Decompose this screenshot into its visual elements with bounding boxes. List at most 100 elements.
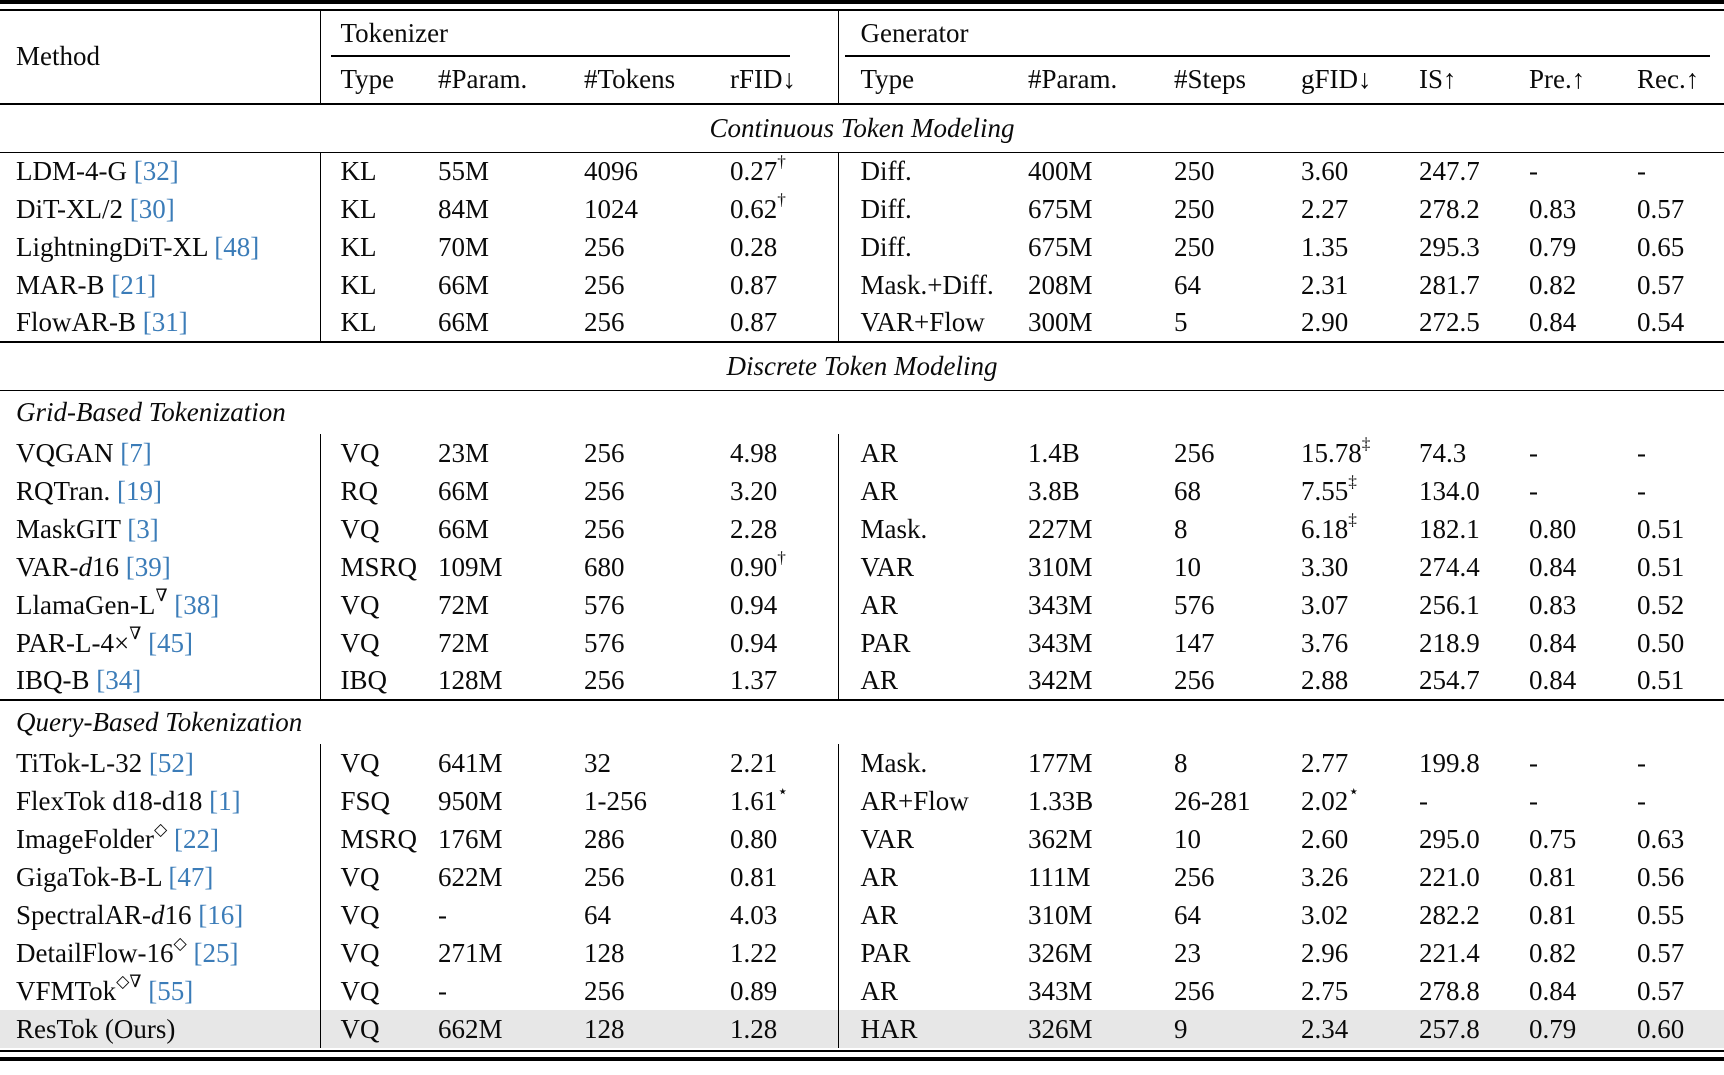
citation-link[interactable]: [25] xyxy=(193,937,239,968)
cell-tok-type: VQ xyxy=(319,934,438,972)
citation-link[interactable]: [47] xyxy=(168,861,214,892)
citation-link[interactable]: [45] xyxy=(148,627,194,658)
cell-tok-tokens: 256 xyxy=(584,307,625,337)
citation-link[interactable]: [1] xyxy=(209,785,241,816)
section-heading-row: Continuous Token Modeling xyxy=(0,102,1724,153)
cell-gfid: 15.78‡ xyxy=(1301,433,1371,468)
method-cell: SpectralAR-d16 [16] xyxy=(16,899,244,930)
cell-gen-type: AR xyxy=(837,896,1028,934)
subsection-heading: Query-Based Tokenization xyxy=(0,699,1724,744)
top-rule-thick xyxy=(0,0,1724,4)
cell-gen-steps: 68 xyxy=(1174,475,1201,506)
cell-gen-type: VAR xyxy=(837,548,1028,586)
cell-gen-params: 300M xyxy=(1028,307,1093,337)
citation-link[interactable]: [16] xyxy=(198,899,244,930)
cell-gen-steps: 26-281 xyxy=(1174,785,1251,816)
cell-tok-type: MSRQ xyxy=(319,548,438,586)
citation-link[interactable]: [22] xyxy=(173,823,219,854)
table-row: VQGAN [7] VQ 23M 256 4.98 AR 1.4B 256 15.78‡ 74.3… xyxy=(0,434,1724,472)
method-cell: ImageFolder◇ [22] xyxy=(16,819,219,854)
cell-gen-type: Diff. xyxy=(837,152,1028,190)
cell-gen-steps: 250 xyxy=(1174,231,1215,262)
citation-link[interactable]: [52] xyxy=(148,747,194,778)
table-row: LlamaGen-L∇ [38] VQ 72M 576 0.94 AR 343M 576 3.0… xyxy=(0,586,1724,624)
citation-link[interactable]: [48] xyxy=(214,231,260,262)
citation-link[interactable]: [7] xyxy=(120,437,152,468)
citation-link[interactable]: [34] xyxy=(96,665,142,695)
cell-tok-params: 66M xyxy=(438,513,490,544)
cell-tok-params: 128M xyxy=(438,665,503,695)
citation-link[interactable]: [30] xyxy=(129,193,175,224)
citation-link[interactable]: [31] xyxy=(142,307,188,337)
cell-gen-params: 1.33B xyxy=(1028,785,1094,816)
cell-gfid: 2.02⋆ xyxy=(1301,781,1360,816)
cell-is: 295.0 xyxy=(1419,823,1480,854)
cell-tok-tokens: 286 xyxy=(584,823,625,854)
column-header-rfid: rFID↓ xyxy=(730,64,796,94)
cell-is: 282.2 xyxy=(1419,899,1480,930)
cell-is: 221.4 xyxy=(1419,937,1480,968)
cell-rfid: 2.28 xyxy=(730,513,778,544)
cell-tok-type: VQ xyxy=(319,896,438,934)
citation-link[interactable]: [38] xyxy=(174,589,220,620)
cell-tok-tokens: 128 xyxy=(584,937,625,968)
cell-precision: 0.80 xyxy=(1529,513,1577,544)
cell-tok-type: RQ xyxy=(319,472,438,510)
cell-gen-steps: 64 xyxy=(1174,269,1201,300)
subsection-heading-row: Grid-Based Tokenization xyxy=(0,391,1724,435)
citation-link[interactable]: [3] xyxy=(127,513,159,544)
cell-recall: 0.51 xyxy=(1637,513,1685,544)
section-heading-row: Discrete Token Modeling xyxy=(0,341,1724,391)
citation-link[interactable]: [21] xyxy=(111,269,157,300)
cell-gen-type: VAR xyxy=(837,820,1028,858)
table-row: RQTran. [19] RQ 66M 256 3.20 AR 3.8B 68 7.55‡ 134… xyxy=(0,472,1724,510)
column-header-row: Type #Param. #Tokens rFID↓ Type #Param. #Steps… xyxy=(0,56,1724,104)
cell-gen-steps: 10 xyxy=(1174,551,1201,582)
cell-tok-tokens: 1024 xyxy=(584,193,638,224)
column-header-tok-tokens: #Tokens xyxy=(584,64,676,94)
method-cell: FlexTok d18-d18 [1] xyxy=(16,785,241,816)
cell-gfid: 6.18‡ xyxy=(1301,509,1357,544)
citation-link[interactable]: [19] xyxy=(117,475,163,506)
cell-rfid: 3.20 xyxy=(730,475,778,506)
citation-link[interactable]: [39] xyxy=(125,551,171,582)
citation-link[interactable]: [55] xyxy=(148,975,194,1006)
cell-gen-steps: 256 xyxy=(1174,861,1215,892)
cell-gen-params: 227M xyxy=(1028,513,1093,544)
cell-tok-params: - xyxy=(438,975,447,1006)
table-row-ours: ResTok (Ours) VQ 662M 128 1.28 HAR 326M 9 2.34 25… xyxy=(0,1010,1724,1048)
subsection-heading: Grid-Based Tokenization xyxy=(16,397,286,427)
cell-recall: - xyxy=(1637,437,1646,468)
table-row: VAR-d16 [39] MSRQ 109M 680 0.90† VAR 310M 10 3.3… xyxy=(0,548,1724,586)
method-cell: VQGAN [7] xyxy=(16,437,152,468)
cell-tok-params: 641M xyxy=(438,747,503,778)
table-header: Method Tokenizer Generator Type #Param. #T… xyxy=(0,10,1724,104)
method-cell: VAR-d16 [39] xyxy=(16,551,171,582)
citation-link[interactable]: [32] xyxy=(133,155,179,186)
column-header-gen-params: #Param. xyxy=(1028,64,1118,94)
cell-gfid: 3.02 xyxy=(1301,899,1349,930)
cell-rfid: 2.21 xyxy=(730,747,778,778)
cell-gen-steps: 8 xyxy=(1174,747,1188,778)
cell-tok-params: 622M xyxy=(438,861,503,892)
cell-tok-tokens: 256 xyxy=(584,975,625,1006)
cell-tok-params: 662M xyxy=(438,1010,584,1048)
cell-gfid: 2.96 xyxy=(1301,937,1349,968)
cell-gen-steps: 5 xyxy=(1174,307,1188,337)
cell-gen-steps: 250 xyxy=(1174,193,1215,224)
cell-precision: 0.84 xyxy=(1529,551,1577,582)
method-cell: RQTran. [19] xyxy=(16,475,163,506)
cell-tok-params: 271M xyxy=(438,937,503,968)
cell-recall: 0.57 xyxy=(1637,937,1685,968)
cell-gfid: 2.77 xyxy=(1301,747,1349,778)
cell-is: 182.1 xyxy=(1419,513,1480,544)
cell-gen-type: PAR xyxy=(837,624,1028,662)
table-row: LDM-4-G [32] KL 55M 4096 0.27† Diff. 400M 250 3.… xyxy=(0,152,1724,190)
table-row: MaskGIT [3] VQ 66M 256 2.28 Mask. 227M 8 6.18‡ 18… xyxy=(0,510,1724,548)
cell-gen-steps: 9 xyxy=(1174,1010,1301,1048)
cell-rfid: 0.81 xyxy=(730,861,778,892)
table-row: TiTok-L-32 [52] VQ 641M 32 2.21 Mask. 177M 8 2.7… xyxy=(0,744,1724,782)
cell-gen-params: 326M xyxy=(1028,937,1093,968)
cell-tok-params: 55M xyxy=(438,155,490,186)
cell-rfid: 0.94 xyxy=(730,627,778,658)
